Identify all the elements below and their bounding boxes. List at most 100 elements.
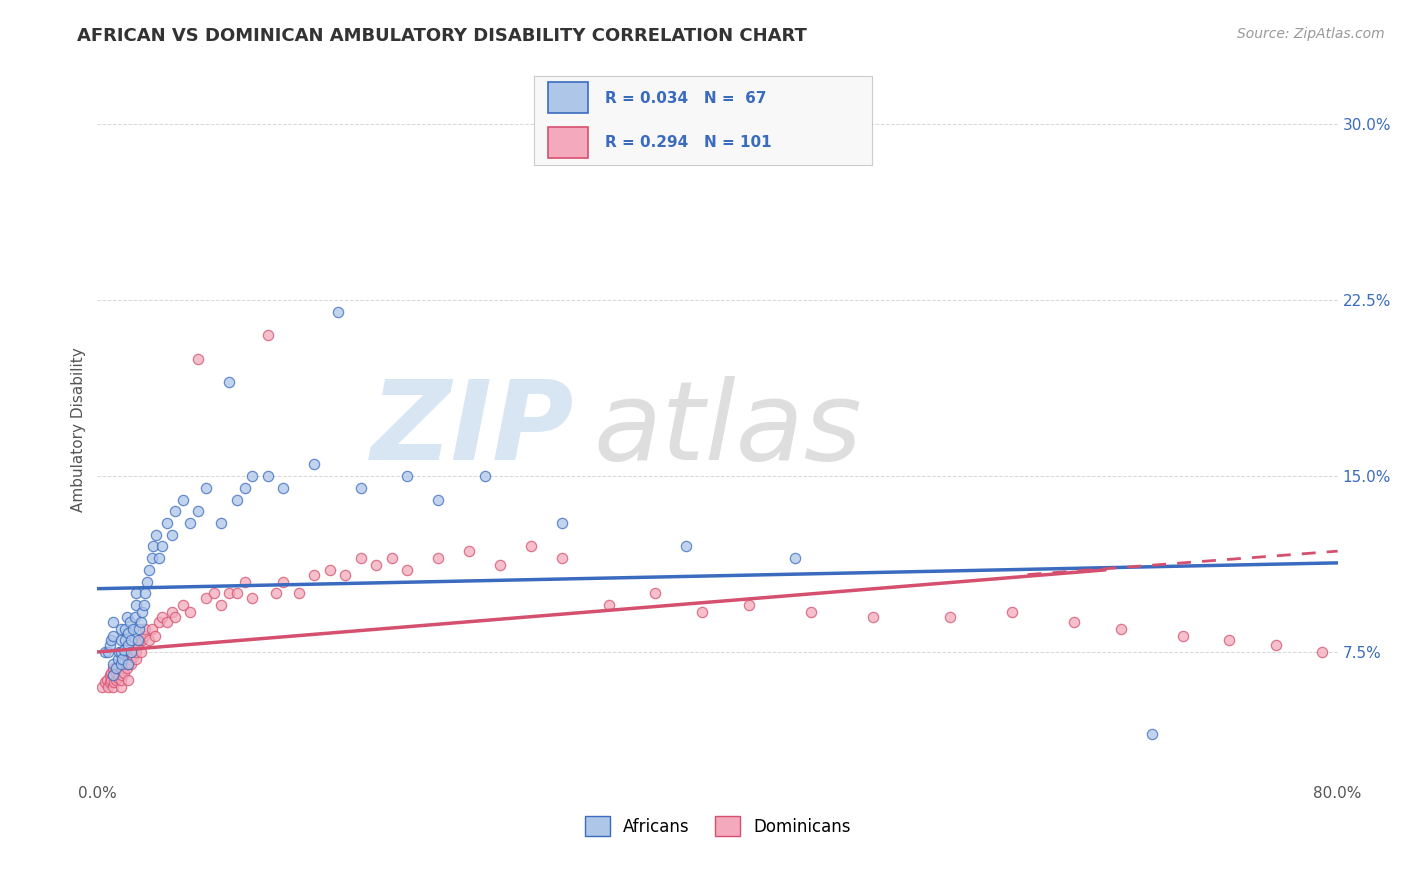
Point xyxy=(132,629,155,643)
Point xyxy=(163,609,186,624)
Point xyxy=(122,622,145,636)
Text: ZIP: ZIP xyxy=(371,376,575,483)
Point xyxy=(101,657,124,671)
Point xyxy=(104,661,127,675)
Text: R = 0.294   N = 101: R = 0.294 N = 101 xyxy=(605,136,772,150)
Point xyxy=(209,516,232,530)
Point xyxy=(111,652,134,666)
Point xyxy=(108,645,131,659)
Point xyxy=(104,673,127,687)
Point xyxy=(194,591,217,605)
Y-axis label: Ambulatory Disability: Ambulatory Disability xyxy=(72,347,86,512)
Point xyxy=(551,516,574,530)
Point xyxy=(101,668,124,682)
Point xyxy=(131,605,153,619)
Point xyxy=(138,633,160,648)
Text: Source: ZipAtlas.com: Source: ZipAtlas.com xyxy=(1237,27,1385,41)
Point xyxy=(114,652,136,666)
Point xyxy=(124,642,146,657)
Point xyxy=(107,671,129,685)
Point xyxy=(117,657,139,671)
Point xyxy=(257,328,280,343)
Point xyxy=(101,680,124,694)
Point xyxy=(160,605,183,619)
Point xyxy=(134,622,156,636)
Point xyxy=(520,540,543,554)
Point xyxy=(209,598,232,612)
Point xyxy=(94,645,117,659)
Point xyxy=(1140,727,1163,741)
Point xyxy=(242,591,264,605)
Point xyxy=(156,615,179,629)
Point xyxy=(145,527,167,541)
Point xyxy=(598,598,620,612)
Point xyxy=(187,351,209,366)
Point xyxy=(128,633,150,648)
Point xyxy=(110,673,132,687)
Point xyxy=(288,586,311,600)
Point xyxy=(117,673,139,687)
Point xyxy=(120,633,142,648)
Point xyxy=(129,615,152,629)
Point xyxy=(218,586,240,600)
Point xyxy=(152,540,174,554)
Point xyxy=(94,675,117,690)
Point xyxy=(129,645,152,659)
Point xyxy=(381,551,404,566)
FancyBboxPatch shape xyxy=(548,82,588,113)
Point xyxy=(737,598,759,612)
Point xyxy=(125,598,148,612)
Point xyxy=(1001,605,1024,619)
Point xyxy=(110,622,132,636)
Point xyxy=(96,673,118,687)
Text: atlas: atlas xyxy=(593,376,862,483)
Point xyxy=(101,668,124,682)
Point xyxy=(458,544,481,558)
Point xyxy=(136,574,159,589)
Point xyxy=(114,657,136,671)
Point xyxy=(160,527,183,541)
Point xyxy=(100,673,122,687)
Point xyxy=(242,469,264,483)
Point xyxy=(326,305,349,319)
Point xyxy=(110,680,132,694)
Point xyxy=(110,664,132,678)
Point xyxy=(427,492,450,507)
Point xyxy=(125,652,148,666)
Point xyxy=(125,645,148,659)
Point xyxy=(132,598,155,612)
Point xyxy=(202,586,225,600)
Point xyxy=(120,645,142,659)
Point xyxy=(124,609,146,624)
Point xyxy=(1310,645,1333,659)
Point xyxy=(112,666,135,681)
Point xyxy=(91,680,114,694)
Point xyxy=(218,376,240,390)
Point xyxy=(117,657,139,671)
Point xyxy=(1341,649,1364,664)
Point xyxy=(783,551,806,566)
Point xyxy=(675,540,697,554)
Point xyxy=(233,574,256,589)
Point xyxy=(101,661,124,675)
Point xyxy=(111,661,134,675)
Point xyxy=(304,458,326,472)
Point xyxy=(172,598,194,612)
Point xyxy=(142,540,165,554)
Point xyxy=(939,609,962,624)
Point xyxy=(127,633,149,648)
Point xyxy=(117,626,139,640)
Point xyxy=(127,638,149,652)
Point xyxy=(117,638,139,652)
Point xyxy=(1063,615,1085,629)
Point xyxy=(100,633,122,648)
Point xyxy=(156,516,179,530)
Point xyxy=(101,629,124,643)
Text: R = 0.034   N =  67: R = 0.034 N = 67 xyxy=(605,91,766,105)
Point xyxy=(98,638,121,652)
Point xyxy=(1264,638,1286,652)
Point xyxy=(1218,633,1240,648)
Point xyxy=(143,629,166,643)
Point xyxy=(396,469,419,483)
Point xyxy=(148,615,170,629)
